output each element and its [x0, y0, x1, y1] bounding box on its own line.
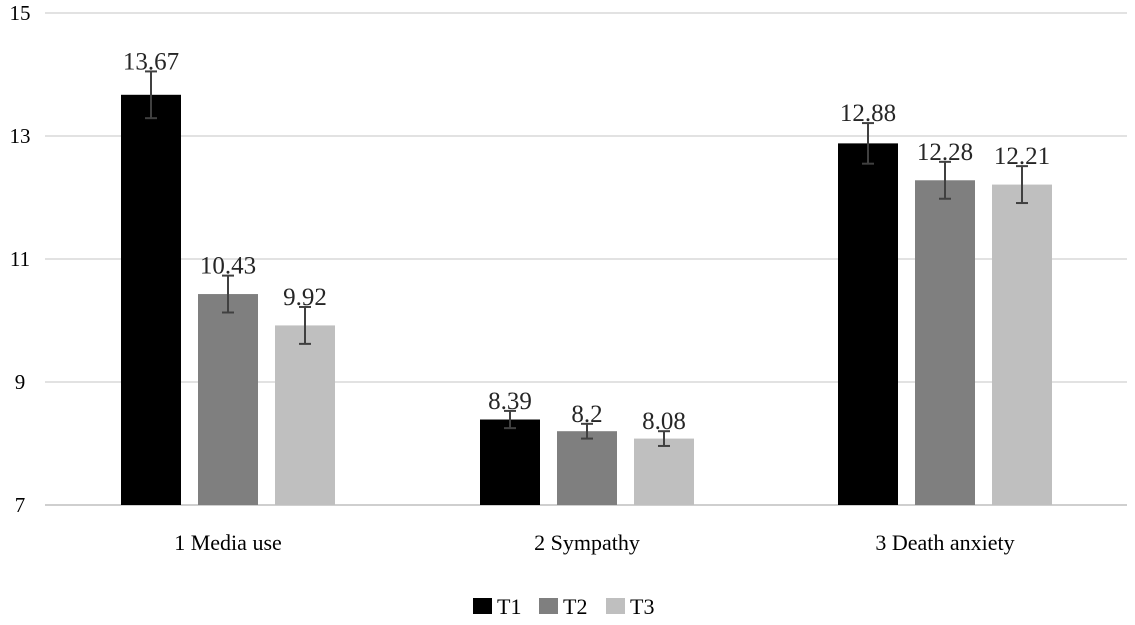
error-bar [658, 430, 670, 447]
error-bar [222, 274, 234, 314]
y-tick-label: 15 [10, 1, 31, 25]
bar-t3 [634, 438, 694, 505]
x-axis-categories: 1 Media use 2 Sympathy 3 Death anxiety [174, 530, 1014, 555]
y-tick-label: 13 [10, 124, 31, 148]
legend-item: T1 [473, 594, 521, 619]
bar-t1 [480, 419, 540, 505]
bar-t2 [198, 294, 258, 505]
bar-t3 [992, 184, 1052, 505]
error-bar [939, 160, 951, 200]
data-label: 8.2 [571, 401, 602, 428]
legend-swatch-t1 [473, 598, 492, 614]
error-bar [504, 409, 516, 430]
error-bar [862, 122, 874, 165]
data-label: 12.21 [994, 143, 1050, 170]
bar-t1 [121, 94, 181, 506]
error-bar [1016, 165, 1028, 205]
data-labels: 13.67 8.39 12.88 10.43 8.2 12.28 9.92 8.08 12.21 [123, 48, 1050, 435]
y-tick-label: 11 [10, 247, 30, 271]
y-tick-label: 7 [15, 493, 26, 517]
error-bar [581, 422, 593, 440]
bars [121, 94, 1052, 506]
error-bar [299, 305, 311, 345]
data-label: 12.28 [917, 139, 973, 166]
error-bar [145, 70, 157, 120]
bar-t2 [915, 180, 975, 505]
legend-label: T2 [563, 594, 587, 619]
data-label: 12.88 [840, 100, 896, 127]
legend: T1 T2 T3 [473, 594, 654, 619]
category-label: 2 Sympathy [534, 530, 640, 555]
data-label: 8.08 [642, 408, 686, 435]
y-tick-label: 9 [15, 370, 26, 394]
legend-label: T3 [630, 594, 654, 619]
y-axis-ticks: 7 9 11 13 15 [10, 1, 31, 517]
data-label: 9.92 [283, 284, 327, 311]
legend-swatch-t3 [606, 598, 625, 614]
category-label: 1 Media use [174, 530, 282, 555]
data-label: 8.39 [488, 388, 532, 415]
legend-item: T2 [539, 594, 587, 619]
category-label: 3 Death anxiety [875, 530, 1014, 555]
legend-label: T1 [497, 594, 521, 619]
data-label: 13.67 [123, 48, 179, 75]
data-label: 10.43 [200, 253, 256, 280]
bar-t2 [557, 431, 617, 505]
legend-item: T3 [606, 594, 654, 619]
legend-swatch-t2 [539, 598, 558, 614]
error-bars [145, 70, 1028, 447]
bar-t3 [275, 325, 335, 505]
bar-t1 [838, 143, 898, 505]
